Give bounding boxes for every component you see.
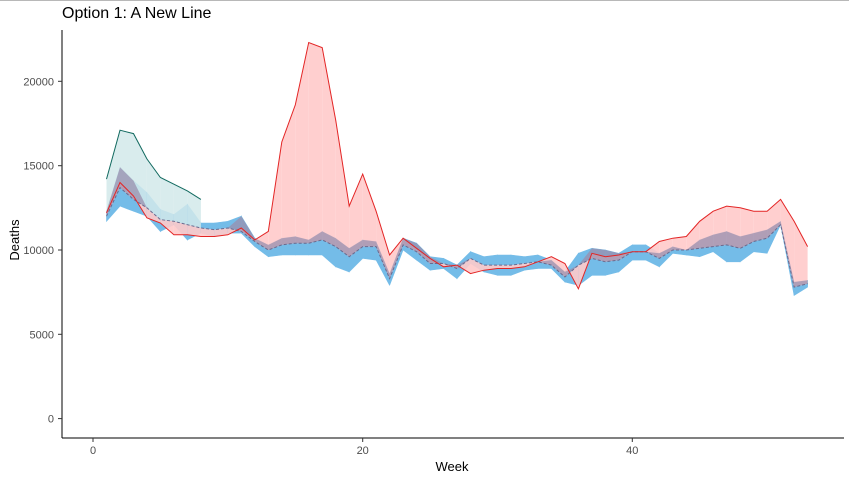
overlap-segment bbox=[713, 231, 727, 247]
teal-excess-segment bbox=[187, 190, 201, 228]
overlap-segment bbox=[780, 221, 795, 288]
expected-mean-line bbox=[106, 186, 808, 288]
y-axis-title: Deaths bbox=[7, 219, 22, 261]
overlap-segment bbox=[241, 216, 255, 242]
red-excess-segment bbox=[308, 42, 323, 244]
teal-excess-segment bbox=[146, 158, 161, 220]
overlap-segment bbox=[281, 236, 296, 245]
overlap-segment bbox=[403, 238, 417, 252]
overlap-segment bbox=[295, 236, 309, 244]
overlap-segment bbox=[740, 233, 754, 249]
red-excess-segment bbox=[349, 174, 363, 257]
teal-excess-segment bbox=[160, 177, 174, 222]
y-tick-label: 0 bbox=[48, 414, 54, 426]
red-observed-line bbox=[106, 41, 809, 291]
overlap-segment bbox=[794, 280, 808, 288]
overlap-segment bbox=[349, 239, 363, 257]
red-excess-segment bbox=[794, 221, 808, 288]
overlap-segment bbox=[686, 239, 700, 250]
red-excess-segment bbox=[484, 265, 498, 271]
overlap-segment bbox=[335, 238, 350, 257]
red-excess-segment bbox=[160, 219, 174, 235]
overlap-segment bbox=[268, 238, 282, 250]
chart-title: Option 1: A New Line bbox=[62, 5, 212, 22]
teal-excess-segment bbox=[173, 184, 188, 225]
overlap-segment bbox=[537, 260, 552, 266]
x-tick-label: 40 bbox=[626, 445, 638, 457]
y-tick-label: 10000 bbox=[23, 245, 54, 257]
overlap-segment bbox=[645, 251, 660, 259]
red-excess-segment bbox=[470, 258, 484, 274]
overlap-segment bbox=[551, 260, 565, 277]
tick-labels-layer: 0 5000 10000 15000 20000 0 20 40 bbox=[23, 76, 638, 457]
overlap-segment bbox=[322, 231, 336, 247]
expected-range-segment bbox=[631, 244, 647, 261]
axes-layer bbox=[61, 30, 844, 439]
red-excess-segment bbox=[376, 211, 390, 279]
overlap-segment bbox=[430, 256, 444, 264]
overlap-segment bbox=[672, 246, 687, 250]
overlap-segment bbox=[659, 246, 673, 259]
red-excess-segment bbox=[335, 120, 350, 257]
expected-range-segment bbox=[443, 257, 458, 280]
overlap-segment bbox=[362, 239, 377, 247]
red-excess-segment bbox=[497, 265, 511, 269]
red-excess-segment bbox=[214, 228, 228, 237]
overlap-segment bbox=[227, 216, 242, 232]
overlap-segment bbox=[767, 221, 781, 239]
red-excess-segment bbox=[780, 199, 795, 288]
overlap-segment bbox=[726, 231, 741, 249]
overlap-segment bbox=[389, 238, 404, 279]
y-tick-label: 20000 bbox=[23, 76, 54, 88]
red-excess-segment bbox=[200, 228, 215, 237]
overlap-segment bbox=[578, 248, 592, 266]
red-excess-segment bbox=[362, 174, 377, 247]
teal-observed-line bbox=[106, 129, 202, 200]
red-excess-segment bbox=[268, 142, 282, 250]
x-axis-title: Week bbox=[436, 459, 469, 474]
overlap-layer bbox=[106, 167, 808, 288]
red-excess-segment bbox=[457, 258, 471, 274]
overlap-segment bbox=[699, 234, 714, 249]
red-excess-segment bbox=[281, 104, 296, 245]
red-excess-segment bbox=[146, 207, 161, 223]
red-excess-segment bbox=[322, 47, 336, 247]
y-tick-label: 5000 bbox=[30, 329, 54, 341]
x-tick-label: 0 bbox=[90, 445, 96, 457]
y-tick-label: 15000 bbox=[23, 161, 54, 173]
top-border bbox=[0, 0, 849, 1]
red-excess-segment bbox=[672, 236, 687, 250]
series-lines-layer bbox=[106, 41, 809, 291]
x-tick-label: 20 bbox=[357, 445, 369, 457]
red-excess-segment bbox=[173, 221, 188, 235]
overlap-segment bbox=[120, 167, 134, 200]
red-excess-segment bbox=[295, 42, 309, 244]
overlap-segment bbox=[254, 238, 269, 250]
overlap-segment bbox=[106, 167, 120, 217]
